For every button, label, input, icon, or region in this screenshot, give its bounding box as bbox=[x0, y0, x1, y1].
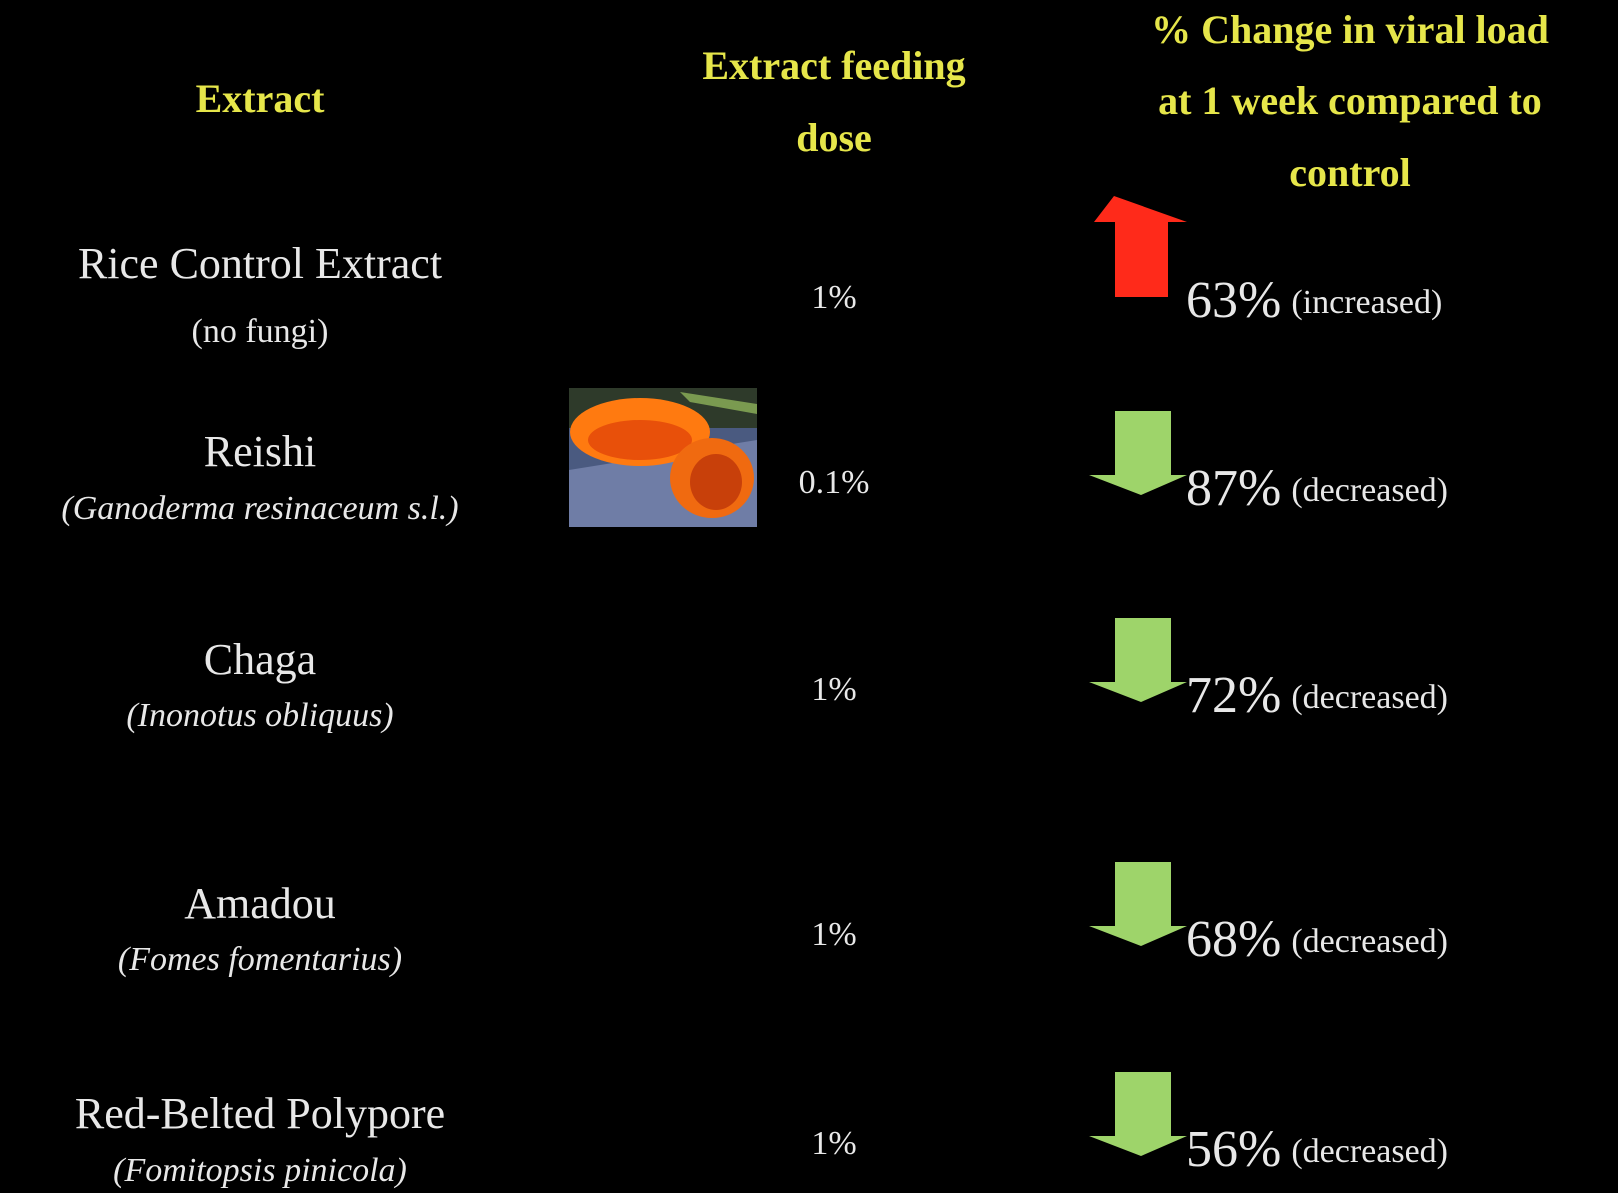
column-header: Extract bbox=[196, 76, 326, 121]
arrow-down bbox=[1089, 411, 1187, 495]
change-note: (decreased) bbox=[1291, 923, 1448, 960]
arrow-down bbox=[1089, 618, 1187, 702]
change-value: 68% bbox=[1186, 911, 1281, 968]
change-value: 56% bbox=[1186, 1121, 1281, 1178]
extract-latin: (no fungi) bbox=[192, 313, 329, 350]
extract-name: Red-Belted Polypore bbox=[75, 1089, 445, 1138]
extract-name: Rice Control Extract bbox=[78, 239, 442, 288]
arrow-up bbox=[1094, 196, 1187, 297]
column-header: Extract feeding bbox=[702, 43, 965, 88]
column-header: % Change in viral load bbox=[1151, 7, 1549, 52]
dose: 1% bbox=[811, 916, 856, 953]
extract-latin: (Inonotus obliquus) bbox=[126, 697, 393, 734]
change-note: (decreased) bbox=[1291, 472, 1448, 509]
change-note: (increased) bbox=[1291, 284, 1442, 321]
change-text: 68% (decreased) bbox=[1186, 911, 1448, 968]
change-value: 63% bbox=[1186, 272, 1281, 329]
extract-latin: (Fomitopsis pinicola) bbox=[113, 1152, 407, 1189]
change-text: 87% (decreased) bbox=[1186, 460, 1448, 517]
change-text: 63% (increased) bbox=[1186, 272, 1442, 329]
change-text: 72% (decreased) bbox=[1186, 667, 1448, 724]
change-value: 72% bbox=[1186, 667, 1281, 724]
dose: 1% bbox=[811, 1125, 856, 1162]
change-text: 56% (decreased) bbox=[1186, 1121, 1448, 1178]
column-header: at 1 week compared to bbox=[1158, 78, 1542, 123]
column-header: dose bbox=[796, 115, 872, 160]
extract-latin: (Fomes fomentarius) bbox=[118, 941, 402, 978]
arrow-down bbox=[1089, 862, 1187, 946]
column-header: control bbox=[1289, 150, 1410, 195]
dose: 0.1% bbox=[799, 464, 870, 501]
dose: 1% bbox=[811, 279, 856, 316]
extract-name: Amadou bbox=[184, 879, 336, 928]
extract-latin: (Ganoderma resinaceum s.l.) bbox=[61, 490, 458, 527]
extract-name: Reishi bbox=[204, 427, 316, 476]
arrow-down bbox=[1089, 1072, 1187, 1156]
extract-name: Chaga bbox=[204, 635, 316, 684]
dose: 1% bbox=[811, 671, 856, 708]
change-note: (decreased) bbox=[1291, 679, 1448, 716]
change-note: (decreased) bbox=[1291, 1133, 1448, 1170]
change-value: 87% bbox=[1186, 460, 1281, 517]
mushroom-photo bbox=[569, 388, 757, 527]
